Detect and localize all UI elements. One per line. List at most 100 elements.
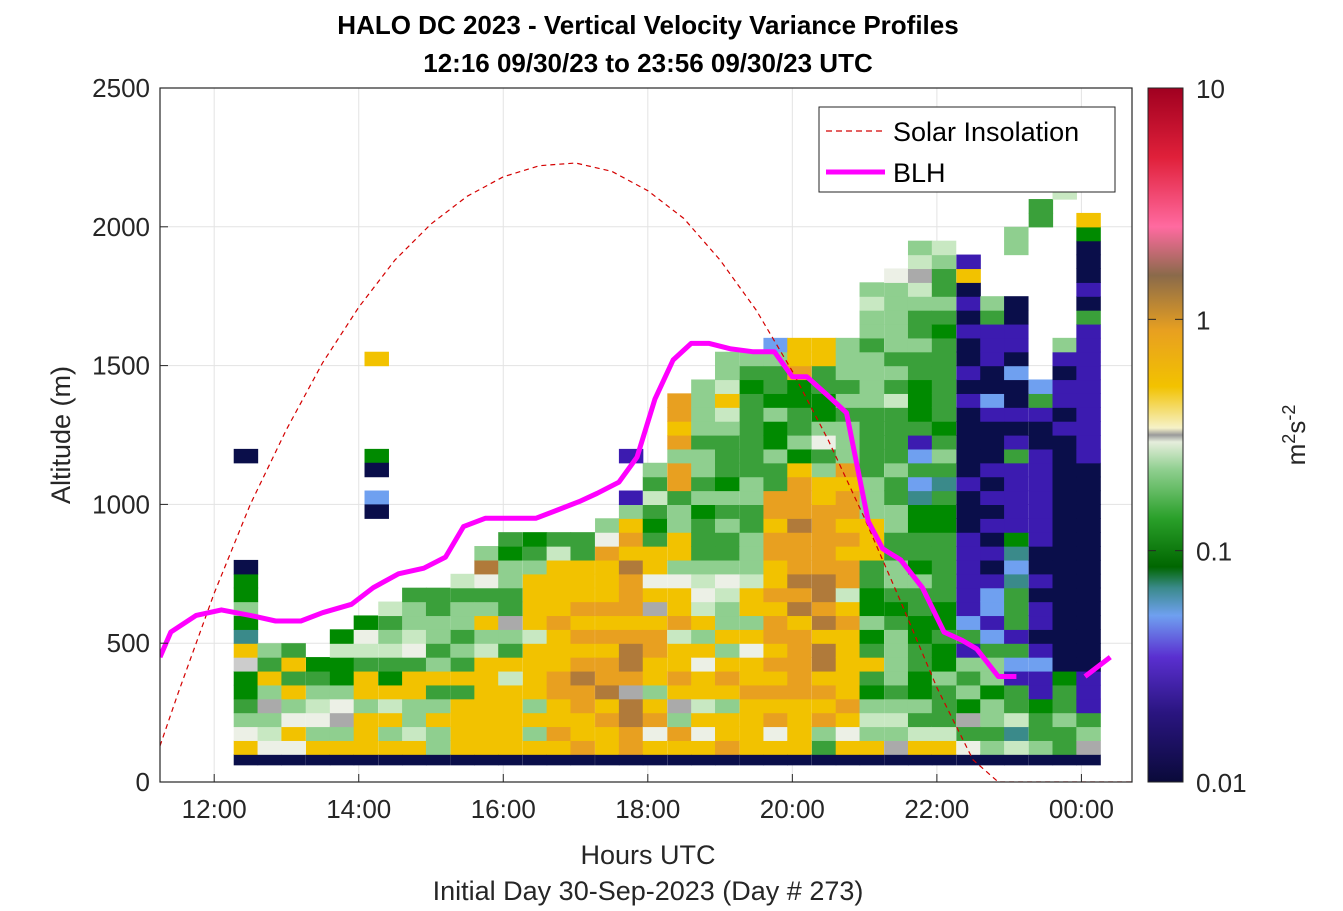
heatmap-cell xyxy=(884,740,909,755)
heatmap-cell xyxy=(763,490,788,505)
heatmap-base-cell xyxy=(1052,754,1077,766)
heatmap-cell xyxy=(739,476,765,492)
heatmap-cell xyxy=(739,643,765,658)
heatmap-base-cell xyxy=(402,754,427,766)
heatmap-cell xyxy=(763,393,788,408)
heatmap-cell xyxy=(353,643,379,658)
heatmap-cell xyxy=(642,670,668,686)
heatmap-cell xyxy=(956,615,981,630)
heatmap-cell xyxy=(859,712,884,728)
heatmap-base-cell xyxy=(474,754,499,766)
heatmap-cell xyxy=(1028,504,1054,519)
heatmap-cell xyxy=(811,573,837,589)
heatmap-cell xyxy=(522,546,548,561)
heatmap-cell xyxy=(980,698,1005,714)
heatmap-cell xyxy=(907,240,933,256)
heatmap-cell xyxy=(522,726,548,741)
heatmap-cell xyxy=(474,740,499,755)
heatmap-base-cell xyxy=(305,754,331,766)
heatmap-cell xyxy=(739,365,765,381)
heatmap-cell xyxy=(811,448,837,464)
heatmap-cell xyxy=(1028,657,1054,672)
heatmap-cell xyxy=(1028,670,1054,686)
heatmap-cell xyxy=(450,615,475,630)
heatmap-cell xyxy=(1052,643,1077,658)
heatmap-cell xyxy=(907,365,933,381)
heatmap-cell xyxy=(835,518,861,533)
heatmap-cell xyxy=(257,657,283,672)
heatmap-cell xyxy=(715,670,740,686)
heatmap-cell xyxy=(1052,407,1077,422)
heatmap-cell xyxy=(498,532,523,547)
heatmap-cell xyxy=(931,518,957,533)
heatmap-cell xyxy=(281,712,306,728)
heatmap-cell xyxy=(763,740,788,755)
heatmap-cell xyxy=(329,629,355,644)
heatmap-cell xyxy=(739,559,765,575)
heatmap-cell xyxy=(980,365,1005,381)
heatmap-cell xyxy=(980,490,1005,505)
heatmap-cell xyxy=(931,393,957,408)
heatmap-cell xyxy=(907,615,933,630)
heatmap-cell xyxy=(787,559,812,575)
heatmap-cell xyxy=(956,546,981,561)
heatmap-cell xyxy=(787,504,812,519)
heatmap-cell xyxy=(715,365,740,381)
heatmap-cell xyxy=(522,587,548,603)
heatmap-cell xyxy=(474,698,499,714)
heatmap-cell xyxy=(835,351,861,367)
heatmap-cell xyxy=(364,490,389,505)
heatmap-cell xyxy=(884,712,909,728)
heatmap-cell xyxy=(281,726,306,741)
heatmap-cell xyxy=(787,462,812,478)
heatmap-cell xyxy=(763,518,788,533)
heatmap-cell xyxy=(931,435,957,450)
heatmap-cell xyxy=(811,462,837,478)
heatmap-cell xyxy=(691,643,716,658)
heatmap-cell xyxy=(739,629,765,644)
heatmap-cell xyxy=(787,407,812,422)
heatmap-cell xyxy=(763,684,788,700)
heatmap-cell xyxy=(835,393,861,408)
heatmap-cell xyxy=(931,643,957,658)
heatmap-cell xyxy=(884,282,909,297)
heatmap-cell xyxy=(715,393,740,408)
legend-blh-label: BLH xyxy=(893,158,946,188)
heatmap-cell xyxy=(1028,393,1054,408)
heatmap-cell xyxy=(305,726,331,741)
heatmap-cell xyxy=(329,670,355,686)
heatmap-cell xyxy=(835,643,861,658)
heatmap-cell xyxy=(450,698,475,714)
heatmap-cell xyxy=(739,379,765,394)
heatmap-cell xyxy=(715,573,740,589)
heatmap-cell xyxy=(859,601,884,617)
heatmap-cell xyxy=(884,365,909,381)
heatmap-cell xyxy=(642,740,668,755)
heatmap-cell xyxy=(1052,587,1077,603)
heatmap-cell xyxy=(233,559,259,575)
heatmap-cell xyxy=(1004,435,1029,450)
heatmap-cell xyxy=(1028,698,1054,714)
heatmap-cell xyxy=(378,629,403,644)
heatmap-cell xyxy=(1028,448,1054,464)
heatmap-cell xyxy=(691,573,716,589)
heatmap-cell xyxy=(667,393,692,408)
heatmap-cell xyxy=(739,657,765,672)
heatmap-cell xyxy=(884,462,909,478)
heatmap-cell xyxy=(787,351,812,367)
heatmap-cell xyxy=(787,601,812,617)
heatmap-cell xyxy=(1004,490,1029,505)
heatmap-cell xyxy=(1004,601,1029,617)
heatmap-cell xyxy=(498,546,523,561)
heatmap-cell xyxy=(233,670,259,686)
heatmap-cell xyxy=(931,740,957,755)
heatmap-cell xyxy=(450,601,475,617)
heatmap-cell xyxy=(907,559,933,575)
heatmap-cell xyxy=(305,657,331,672)
heatmap-cell xyxy=(1004,310,1029,325)
heatmap-cell xyxy=(907,684,933,700)
heatmap-cell xyxy=(884,379,909,394)
heatmap-cell xyxy=(787,393,812,408)
heatmap-cell xyxy=(329,684,355,700)
heatmap-cell xyxy=(1076,546,1101,561)
